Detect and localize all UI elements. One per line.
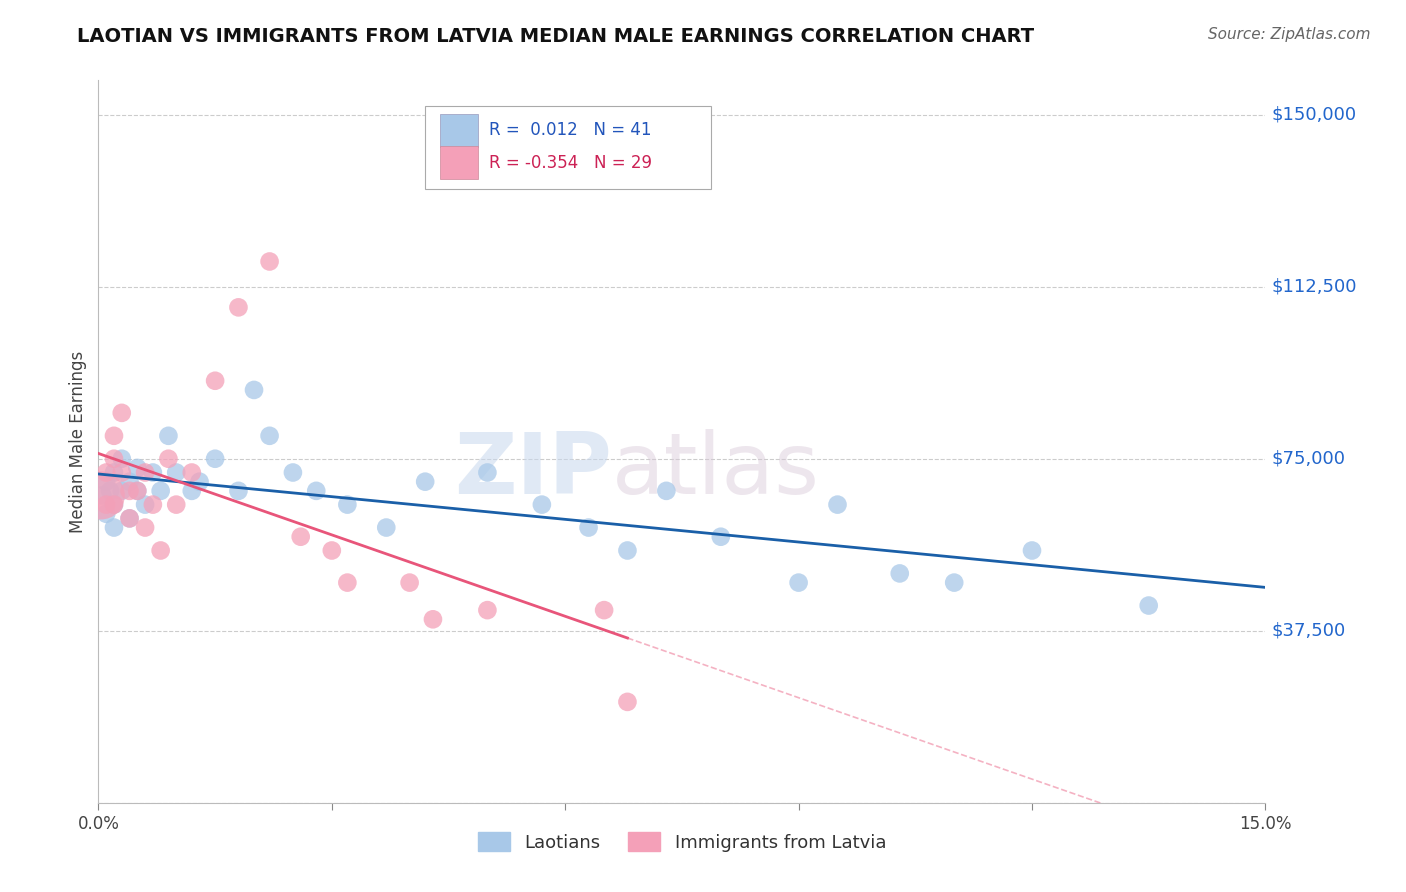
Point [90,488,112,502]
Point [118,475,141,489]
Point [180,466,202,480]
Point [96,466,118,480]
Point [118,483,141,498]
Point [118,511,141,525]
Point [321,543,343,558]
Point [593,603,616,617]
Text: R =  0.012   N = 41: R = 0.012 N = 41 [489,121,652,139]
Point [157,451,180,466]
Point [336,498,359,512]
Point [180,483,202,498]
Legend: Laotians, Immigrants from Latvia: Laotians, Immigrants from Latvia [471,825,893,859]
Y-axis label: Median Male Earnings: Median Male Earnings [69,351,87,533]
Point [827,498,849,512]
Point [149,483,172,498]
Point [259,254,281,268]
Point [103,520,125,534]
Text: $150,000: $150,000 [1271,105,1357,124]
Point [336,575,359,590]
Point [157,429,180,443]
Point [228,301,250,315]
Point [889,566,911,581]
Text: $75,000: $75,000 [1271,450,1346,467]
Point [103,498,125,512]
FancyBboxPatch shape [425,105,711,189]
Point [111,483,134,498]
Point [103,466,125,480]
Point [127,483,149,498]
Point [142,498,165,512]
Text: ZIP: ZIP [454,429,612,512]
Point [188,475,211,489]
Point [127,461,149,475]
Point [127,483,149,498]
Point [204,374,226,388]
Point [142,466,165,480]
Point [118,511,141,525]
Point [165,466,187,480]
Point [281,466,304,480]
Text: LAOTIAN VS IMMIGRANTS FROM LATVIA MEDIAN MALE EARNINGS CORRELATION CHART: LAOTIAN VS IMMIGRANTS FROM LATVIA MEDIAN… [77,27,1035,45]
Point [477,466,499,480]
Text: atlas: atlas [612,429,820,512]
Point [134,520,156,534]
Point [1021,543,1043,558]
Text: R = -0.354   N = 29: R = -0.354 N = 29 [489,153,652,171]
FancyBboxPatch shape [440,146,478,179]
Point [134,498,156,512]
Point [111,451,134,466]
Point [616,543,638,558]
Point [578,520,600,534]
Point [477,603,499,617]
Text: $112,500: $112,500 [1271,277,1357,296]
Point [103,429,125,443]
Point [103,498,125,512]
Point [375,520,398,534]
Point [91,488,114,502]
Point [530,498,553,512]
Point [96,498,118,512]
Text: Source: ZipAtlas.com: Source: ZipAtlas.com [1208,27,1371,42]
Point [943,575,966,590]
Point [398,575,420,590]
Point [290,530,312,544]
Point [787,575,810,590]
Point [655,483,678,498]
Point [96,475,118,489]
Point [96,507,118,521]
Point [111,466,134,480]
Point [98,483,121,498]
Point [165,498,187,512]
Point [228,483,250,498]
Point [1137,599,1160,613]
Point [111,406,134,420]
Point [710,530,733,544]
Point [259,429,281,443]
Point [149,543,172,558]
Point [243,383,266,397]
Point [422,612,444,626]
Point [305,483,328,498]
Point [103,451,125,466]
Point [413,475,436,489]
Text: $37,500: $37,500 [1271,622,1346,640]
FancyBboxPatch shape [440,113,478,147]
Point [134,466,156,480]
Point [616,695,638,709]
Point [204,451,226,466]
